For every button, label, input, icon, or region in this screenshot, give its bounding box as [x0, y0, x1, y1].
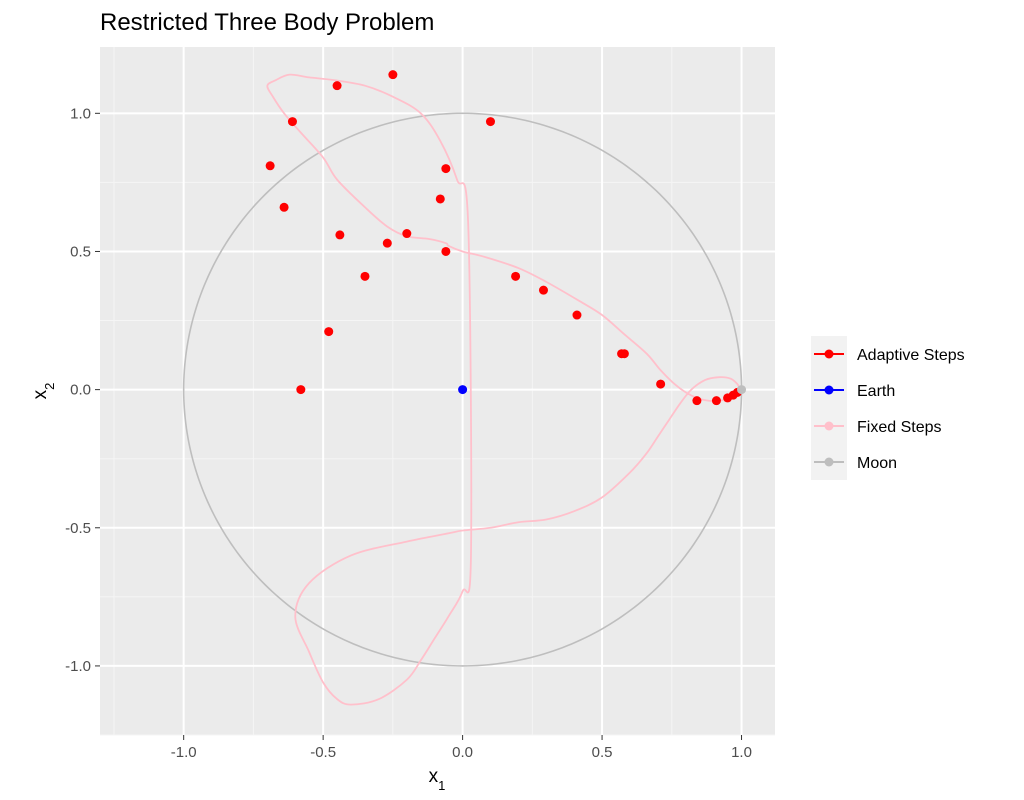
x-axis-title-base: x [429, 766, 439, 787]
axis-ticks: -1.0 -0.5 0.0 0.5 1.0 1.0 0.5 0.0 -0.5 -1.0 [65, 105, 752, 761]
adaptive-step-point [402, 229, 412, 239]
moon-point [737, 385, 747, 395]
fixed-steps-line [266, 73, 741, 706]
legend-key-point [824, 385, 834, 395]
legend-label: Moon [857, 455, 897, 472]
x-tick-label: 0.5 [592, 744, 613, 761]
adaptive-step-point [485, 117, 495, 127]
adaptive-step-point [538, 285, 548, 295]
y-tick-label: -1.0 [65, 658, 91, 675]
plot-panel [100, 47, 775, 735]
y-tick-label: 0.0 [70, 382, 91, 399]
adaptive-step-point [296, 385, 306, 395]
x-tick-label: -1.0 [171, 744, 197, 761]
adaptive-step-point [617, 349, 627, 359]
chart-title: Restricted Three Body Problem [100, 9, 434, 36]
y-tick-label: 0.5 [70, 243, 91, 260]
adaptive-step-point [382, 238, 392, 248]
legend-key-point [824, 349, 834, 359]
legend-label: Earth [857, 383, 895, 400]
series-layer [182, 70, 747, 706]
legend-key-point [824, 457, 834, 467]
x-axis-title-sub: 1 [438, 778, 445, 793]
y-axis-title: x2 [30, 383, 57, 400]
x-tick-label: 1.0 [731, 744, 752, 761]
moon-orbit-line [182, 112, 743, 667]
adaptive-step-point [287, 117, 297, 127]
y-axis-title-base: x [30, 389, 51, 399]
adaptive-step-point [332, 81, 342, 91]
adaptive-step-point [279, 202, 289, 212]
adaptive-step-point [441, 246, 451, 256]
adaptive-step-point [572, 310, 582, 320]
adaptive-step-point [388, 70, 398, 80]
adaptive-step-point [711, 396, 721, 406]
adaptive-step-point [692, 396, 702, 406]
x-tick-label: 0.0 [452, 744, 473, 761]
adaptive-step-point [335, 230, 345, 240]
adaptive-step-point [324, 327, 334, 337]
adaptive-step-point [360, 271, 370, 281]
legend-key-point [824, 421, 834, 431]
adaptive-step-point [435, 194, 445, 204]
adaptive-step-point [511, 271, 521, 281]
earth-point [458, 385, 468, 395]
y-tick-label: 1.0 [70, 105, 91, 122]
legend: Adaptive Steps Earth Fixed Steps Moon [811, 336, 965, 480]
legend-label: Adaptive Steps [857, 347, 965, 364]
adaptive-step-point [656, 379, 666, 389]
adaptive-step-point [441, 164, 451, 174]
x-tick-label: -0.5 [310, 744, 336, 761]
y-tick-label: -0.5 [65, 520, 91, 537]
y-axis-title-sub: 2 [42, 383, 57, 390]
legend-label: Fixed Steps [857, 419, 941, 436]
x-axis-title: x1 [429, 766, 446, 793]
adaptive-step-point [265, 161, 275, 171]
